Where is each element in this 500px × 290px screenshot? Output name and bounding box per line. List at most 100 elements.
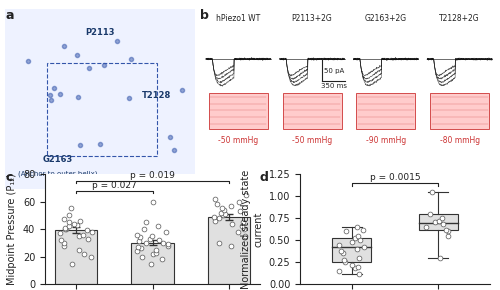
Point xyxy=(140,227,148,231)
Point xyxy=(158,257,166,262)
Point xyxy=(70,221,78,226)
Point xyxy=(236,209,244,213)
Text: P2113+2G: P2113+2G xyxy=(292,14,333,23)
Point xyxy=(355,271,363,276)
Point xyxy=(218,206,226,211)
Point xyxy=(354,224,362,229)
Text: p = 0.0015: p = 0.0015 xyxy=(370,173,420,182)
Point xyxy=(76,219,84,223)
Bar xyxy=(332,238,371,262)
Point xyxy=(340,257,348,262)
Point xyxy=(133,249,141,253)
Point xyxy=(340,260,348,264)
Point xyxy=(240,220,248,224)
Point xyxy=(164,242,172,246)
Point xyxy=(83,228,91,233)
Text: -80 mmHg: -80 mmHg xyxy=(440,136,480,145)
Point xyxy=(88,230,96,234)
Point xyxy=(154,224,162,229)
Point xyxy=(57,238,65,242)
Point xyxy=(56,231,64,235)
Text: T2128+2G: T2128+2G xyxy=(440,14,480,23)
Point xyxy=(62,227,70,231)
Point xyxy=(438,216,446,220)
Point xyxy=(134,245,142,249)
Point xyxy=(350,236,358,241)
Point xyxy=(436,255,444,260)
Text: hPiezo1 WT: hPiezo1 WT xyxy=(216,14,260,23)
Point xyxy=(61,225,69,230)
Point xyxy=(212,219,220,223)
Point xyxy=(228,221,236,226)
Point xyxy=(76,234,84,238)
Point xyxy=(240,227,248,231)
Bar xyxy=(419,214,458,230)
Point xyxy=(336,269,344,273)
Point xyxy=(75,247,83,252)
Point xyxy=(358,227,366,232)
Point xyxy=(61,227,69,231)
Point xyxy=(354,255,362,260)
Point xyxy=(234,230,242,234)
Point xyxy=(135,239,143,244)
Point xyxy=(360,245,368,249)
Point xyxy=(148,234,156,238)
Text: (Anchor to outer helix): (Anchor to outer helix) xyxy=(18,171,98,177)
Point xyxy=(342,229,350,234)
Bar xyxy=(208,217,250,284)
Point xyxy=(164,243,172,248)
Text: -50 mmHg: -50 mmHg xyxy=(218,136,258,145)
Point xyxy=(214,241,222,245)
Point xyxy=(348,240,356,244)
Point xyxy=(439,222,447,226)
Point xyxy=(65,220,73,224)
Point xyxy=(431,220,439,225)
Point xyxy=(335,242,343,247)
Text: c: c xyxy=(5,171,12,184)
Point xyxy=(68,261,76,266)
Point xyxy=(348,262,356,267)
Text: 50 pA: 50 pA xyxy=(324,68,344,74)
Point xyxy=(220,208,228,212)
Point xyxy=(147,261,155,266)
Point xyxy=(60,217,68,222)
Y-axis label: Midpoint Pressure (P₁₂): Midpoint Pressure (P₁₂) xyxy=(8,173,18,285)
Point xyxy=(60,241,68,245)
Point xyxy=(154,238,162,242)
Point xyxy=(80,251,88,256)
Text: d: d xyxy=(260,171,269,184)
Text: G2163+2G: G2163+2G xyxy=(365,14,407,23)
Text: p = 0.019: p = 0.019 xyxy=(130,171,175,180)
Point xyxy=(218,210,226,215)
Text: P2113: P2113 xyxy=(85,28,115,37)
Point xyxy=(426,211,434,216)
Text: T2128: T2128 xyxy=(142,90,172,99)
Text: -50 mmHg: -50 mmHg xyxy=(292,136,332,145)
Bar xyxy=(132,243,173,284)
Point xyxy=(428,189,436,194)
Point xyxy=(354,264,362,269)
Point xyxy=(72,223,80,227)
Point xyxy=(84,236,92,241)
Point xyxy=(152,250,160,255)
Point xyxy=(133,232,141,237)
Point xyxy=(354,233,362,238)
Text: -90 mmHg: -90 mmHg xyxy=(366,136,406,145)
Point xyxy=(352,266,360,271)
Text: b: b xyxy=(200,9,209,22)
Text: p = 0.027: p = 0.027 xyxy=(92,181,136,190)
Point xyxy=(422,224,430,229)
Point xyxy=(222,212,230,216)
Point xyxy=(65,224,73,229)
Point xyxy=(149,251,157,256)
Point xyxy=(68,206,76,211)
Bar xyxy=(282,93,342,129)
Point xyxy=(60,243,68,248)
Point xyxy=(242,192,250,197)
Bar xyxy=(356,93,416,129)
Point xyxy=(444,233,452,238)
Point xyxy=(226,243,234,248)
Bar xyxy=(55,230,97,284)
Point xyxy=(238,224,246,229)
Point xyxy=(210,214,218,219)
